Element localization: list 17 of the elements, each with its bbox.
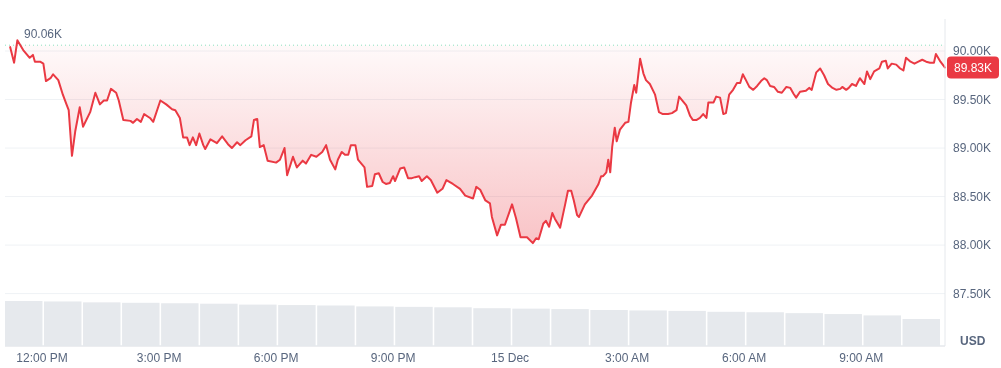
y-tick-label: 88.00K bbox=[953, 238, 992, 253]
y-tick-label: 89.50K bbox=[953, 92, 992, 107]
y-tick-label: 87.50K bbox=[953, 286, 992, 301]
x-tick-label: 9:00 PM bbox=[370, 351, 416, 365]
annotation: 89.83K bbox=[953, 61, 993, 76]
x-tick-label: 3:00 AM bbox=[605, 351, 650, 365]
x-tick-label: 9:00 AM bbox=[839, 351, 884, 365]
x-tick-label: 3:00 PM bbox=[136, 351, 182, 365]
y-tick-label: 90.00K bbox=[953, 44, 992, 59]
x-tick-label: 6:00 AM bbox=[722, 351, 767, 365]
x-tick-label: 6:00 PM bbox=[253, 351, 299, 365]
x-tick-label: 15 Dec bbox=[491, 351, 530, 365]
x-tick-label: 12:00 PM bbox=[16, 351, 68, 365]
ref-line-label: 90.06K bbox=[24, 27, 63, 42]
y-tick-label: 89.00K bbox=[953, 141, 992, 156]
y-axis-title: USD bbox=[960, 334, 986, 348]
y-tick-label: 88.50K bbox=[953, 189, 992, 204]
